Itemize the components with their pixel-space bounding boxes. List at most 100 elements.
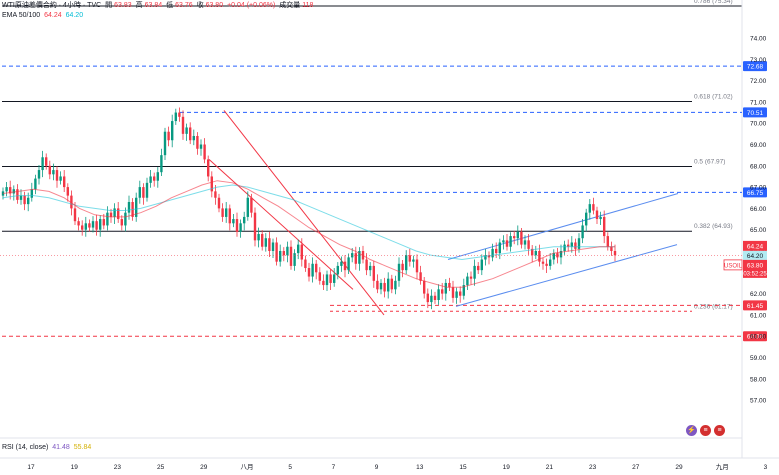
candle-body-66 [239, 223, 242, 232]
candle-body-20 [73, 208, 77, 222]
candle-body-30 [109, 212, 113, 217]
candle-body-122 [441, 289, 444, 294]
candle-body-105 [379, 282, 383, 290]
trend-line-3 [455, 244, 678, 307]
candle-body-19 [70, 195, 73, 209]
candle-body-64 [232, 219, 235, 224]
candle-body-95 [343, 261, 347, 271]
candle-body-46 [167, 131, 170, 141]
candle-body-148 [534, 251, 537, 256]
fib-label-2: 0.382 (64.93) [694, 223, 733, 230]
level-tag-3 [743, 300, 767, 311]
candle-body-80 [289, 246, 293, 266]
level-tag-text-0: 72.68 [747, 64, 764, 71]
candle-body-61 [221, 208, 224, 217]
candle-body-29 [106, 212, 109, 226]
x-tick-15: 29 [675, 464, 683, 471]
candle-body-43 [156, 172, 159, 181]
candle-body-139 [502, 240, 505, 243]
candle-body-89 [322, 280, 325, 286]
candle-body-53 [192, 135, 195, 141]
candle-body-41 [149, 176, 152, 183]
candle-body-121 [437, 289, 440, 300]
candle-body-120 [433, 295, 437, 300]
candle-body-154 [556, 253, 559, 258]
candle-body-67 [243, 216, 246, 224]
rsi-ma-value: 55.84 [73, 444, 92, 451]
candle-body-57 [207, 159, 210, 177]
candle-body-86 [311, 263, 314, 277]
candle-body-150 [541, 261, 545, 264]
x-tick-2: 23 [114, 464, 122, 471]
symbol-name[interactable]: WTI原油差價合約 · 4小時 · TVC [2, 2, 102, 9]
y-tick-5: 69.00 [750, 142, 767, 149]
y-tick-2: 72.00 [750, 78, 767, 85]
candle-body-76 [275, 242, 278, 262]
candle-body-58 [210, 176, 213, 192]
lightning-icon[interactable]: ⚡ [686, 425, 697, 436]
rsi-legend[interactable]: RSI (14, close) 41.48 55.84 [2, 443, 93, 452]
candle-body-17 [63, 176, 66, 188]
candle-body-128 [462, 285, 465, 296]
candle-body-59 [214, 191, 217, 198]
candle-body-156 [563, 244, 566, 251]
candle-body-104 [376, 280, 379, 290]
candle-body-38 [138, 187, 141, 198]
candle-body-164 [592, 204, 595, 211]
candle-body-4 [16, 189, 19, 200]
candle-body-102 [369, 265, 372, 271]
close-label: 收 [196, 2, 204, 9]
candle-body-83 [300, 244, 303, 260]
candle-body-131 [473, 265, 476, 279]
candle-body-40 [145, 182, 149, 198]
candle-body-12 [45, 157, 48, 166]
candle-body-92 [333, 274, 336, 283]
candle-body-112 [405, 255, 408, 271]
candle-body-109 [394, 280, 397, 290]
y-tick-3: 71.00 [750, 99, 767, 106]
candle-body-145 [523, 240, 527, 245]
candle-body-132 [477, 265, 480, 271]
candle-body-63 [228, 208, 231, 224]
candle-body-127 [459, 291, 462, 296]
fib-label-0: 0.618 (71.02) [694, 93, 733, 100]
x-tick-9: 13 [416, 464, 424, 471]
candle-body-147 [531, 248, 534, 256]
x-tick-13: 23 [589, 464, 597, 471]
candle-body-62 [225, 208, 228, 217]
candle-body-167 [603, 216, 606, 237]
x-tick-1: 19 [71, 464, 79, 471]
ema50-value: 64.24 [44, 12, 62, 19]
candle-body-56 [203, 144, 206, 160]
candle-body-155 [559, 251, 563, 258]
candle-body-49 [178, 112, 181, 117]
candle-body-68 [246, 197, 249, 217]
candle-body-35 [127, 202, 131, 213]
x-tick-0: 17 [27, 464, 35, 471]
candle-body-93 [336, 265, 339, 275]
candle-body-73 [264, 238, 267, 247]
change-value: +0.04 (+0.06%) [227, 2, 276, 9]
ema-legend[interactable]: EMA 50/100 64.24 64.20 [2, 11, 85, 20]
high-label: 高 [135, 2, 143, 9]
y-tick-13: 61.00 [750, 312, 767, 319]
candle-body-162 [585, 212, 588, 226]
candle-body-37 [135, 197, 138, 217]
us-flag-icon[interactable]: ≡ [700, 425, 711, 436]
candle-body-72 [261, 233, 264, 247]
level-tag-text-1: 70.51 [747, 110, 764, 117]
candle-body-108 [390, 278, 393, 290]
candle-body-115 [415, 259, 419, 273]
candle-body-31 [113, 208, 116, 217]
candle-body-44 [160, 155, 163, 173]
us-flag-icon-2[interactable]: ≡ [714, 425, 725, 436]
candle-body-157 [567, 244, 570, 247]
ema50-tag-text: 64.24 [747, 243, 764, 250]
candle-body-90 [325, 274, 329, 286]
candle-body-130 [469, 276, 473, 279]
candle-body-91 [329, 274, 332, 283]
y-tick-7: 67.00 [750, 185, 767, 192]
candle-body-21 [77, 221, 80, 226]
